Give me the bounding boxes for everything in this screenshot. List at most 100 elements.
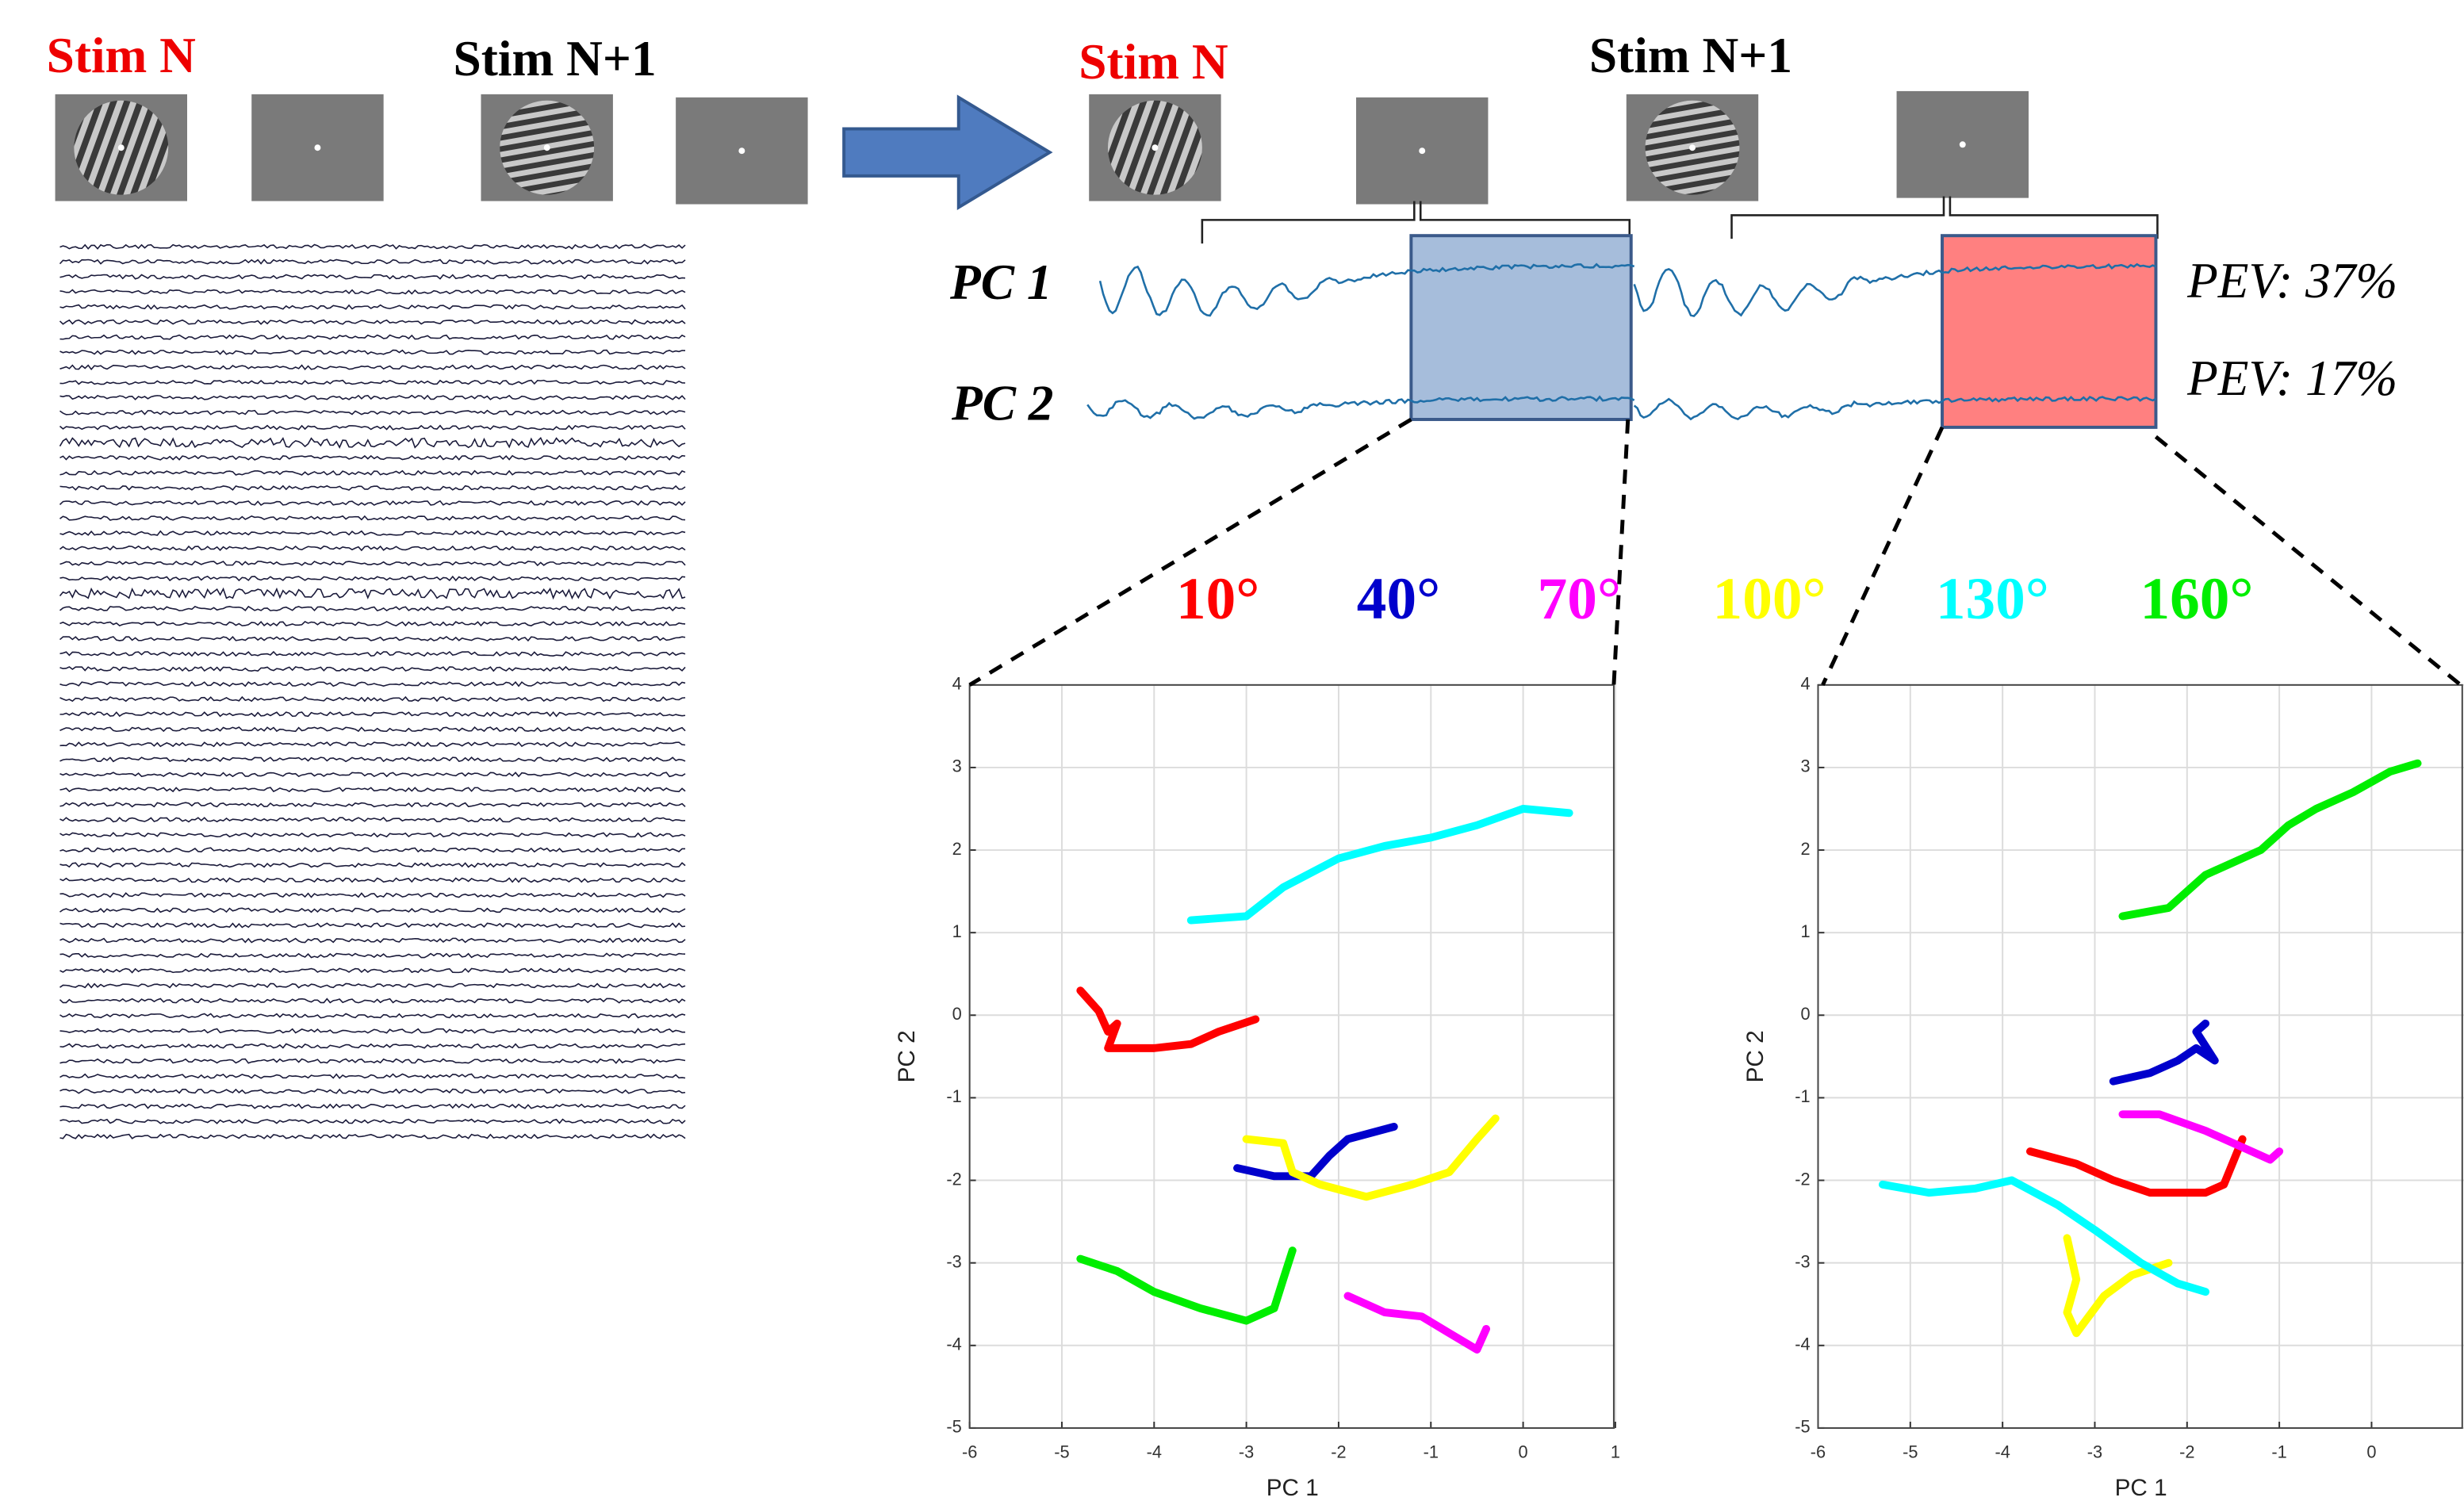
- raw-trace: [59, 967, 686, 974]
- y-tick-label: 1: [952, 921, 962, 941]
- raw-trace: [59, 545, 686, 552]
- raw-trace: [59, 741, 686, 748]
- stim-label: Stim N+1: [454, 31, 657, 86]
- stim-label: Stim N: [1079, 34, 1228, 90]
- x-tick-label: -5: [1054, 1442, 1069, 1461]
- raw-trace: [59, 695, 686, 703]
- raw-trace: [59, 437, 686, 450]
- pc-trace: [1633, 396, 2157, 421]
- raw-trace: [59, 681, 686, 687]
- raw-trace: [59, 787, 686, 793]
- x-tick-label: 0: [1519, 1442, 1528, 1461]
- pev-label: PEV: 17%: [2186, 350, 2397, 406]
- y-tick-label: -4: [946, 1335, 961, 1354]
- trajectory: [2026, 1135, 2247, 1197]
- plot-frame: [1817, 684, 2463, 1429]
- raw-trace: [59, 1133, 686, 1139]
- raw-trace: [59, 500, 686, 506]
- raw-trace: [59, 982, 686, 989]
- window-box: [1409, 234, 1633, 421]
- raw-trace: [59, 1043, 686, 1049]
- pc-label: PC 1: [949, 255, 1052, 310]
- x-axis-label: PC 1: [2115, 1475, 2167, 1501]
- raw-trace: [59, 561, 686, 567]
- raw-trace: [59, 665, 686, 672]
- fixation-dot: [1959, 141, 1966, 148]
- zoom-line: [1611, 419, 1631, 685]
- trajectory: [1076, 1247, 1297, 1325]
- y-tick-label: 3: [1800, 756, 1810, 776]
- legend-entry: 40°: [1357, 566, 1440, 632]
- raw-trace: [59, 756, 686, 763]
- fixation-dot: [738, 147, 745, 155]
- y-tick-label: -2: [1795, 1169, 1810, 1189]
- raw-trace: [59, 711, 686, 718]
- fixation-dot: [543, 144, 550, 151]
- stimulus-frames: [55, 90, 2029, 205]
- raw-trace: [59, 817, 686, 823]
- raw-trace: [59, 575, 686, 582]
- y-tick-label: 1: [1800, 921, 1810, 941]
- y-tick-label: -3: [946, 1251, 961, 1271]
- y-tick-label: 2: [1800, 839, 1810, 859]
- pc-trace: [1633, 262, 2156, 318]
- zoom-lines: [968, 417, 2462, 687]
- plot-area: [969, 684, 1615, 1428]
- y-tick-label: -5: [946, 1417, 961, 1437]
- fixation-dot: [1152, 144, 1159, 151]
- raw-trace: [59, 409, 686, 416]
- raw-trace: [59, 469, 686, 476]
- y-tick-label: 0: [952, 1004, 962, 1024]
- trajectory: [1076, 986, 1260, 1052]
- x-tick-label: -4: [1147, 1442, 1162, 1461]
- raw-trace: [59, 587, 686, 600]
- raw-trace: [59, 334, 686, 340]
- y-axis-label: PC 2: [894, 1030, 920, 1082]
- legend: 10° 40° 70° 100° 130° 160°: [1176, 566, 2253, 632]
- fixation-dot: [1689, 144, 1696, 151]
- raw-trace: [59, 907, 686, 913]
- raw-traces: [59, 243, 686, 1139]
- trajectory: [1242, 1114, 1500, 1201]
- raw-trace: [59, 847, 686, 853]
- raw-trace: [59, 1118, 686, 1124]
- trajectory: [2063, 1234, 2173, 1338]
- raw-trace: [59, 424, 686, 431]
- y-tick-label: 2: [952, 839, 962, 859]
- raw-trace: [59, 1088, 686, 1094]
- arrow: [842, 94, 1053, 211]
- pc-trace: [1086, 395, 1635, 420]
- x-tick-label: -6: [962, 1442, 977, 1461]
- raw-trace: [59, 1058, 686, 1064]
- legend-entry: 100°: [1713, 566, 1826, 632]
- raw-trace: [59, 1073, 686, 1079]
- raw-trace: [59, 1028, 686, 1034]
- legend-entry: 160°: [2140, 566, 2253, 632]
- y-tick-label: 4: [952, 674, 962, 694]
- trajectory: [1186, 804, 1573, 925]
- raw-trace: [59, 892, 686, 898]
- y-tick-label: -1: [946, 1086, 961, 1106]
- raw-trace: [59, 243, 686, 250]
- raw-trace: [59, 1013, 686, 1019]
- raw-trace: [59, 289, 686, 295]
- zoom-line: [2154, 435, 2462, 687]
- x-tick-label: 1: [1611, 1442, 1620, 1461]
- stim-label: Stim N+1: [1589, 28, 1792, 83]
- raw-trace: [59, 937, 686, 944]
- y-tick-label: 4: [1800, 674, 1810, 694]
- y-tick-label: -3: [1795, 1251, 1810, 1271]
- x-tick-label: -5: [1903, 1442, 1918, 1461]
- raw-trace: [59, 515, 686, 521]
- raw-trace: [59, 922, 686, 929]
- trajectory: [2109, 1019, 2219, 1086]
- x-tick-label: -1: [2271, 1442, 2286, 1461]
- x-tick-label: -4: [1995, 1442, 2010, 1461]
- plot-area: [1818, 684, 2464, 1428]
- raw-trace: [59, 304, 686, 310]
- raw-trace: [59, 862, 686, 868]
- x-tick-label: -2: [2179, 1442, 2194, 1461]
- trajectory: [1343, 1292, 1491, 1354]
